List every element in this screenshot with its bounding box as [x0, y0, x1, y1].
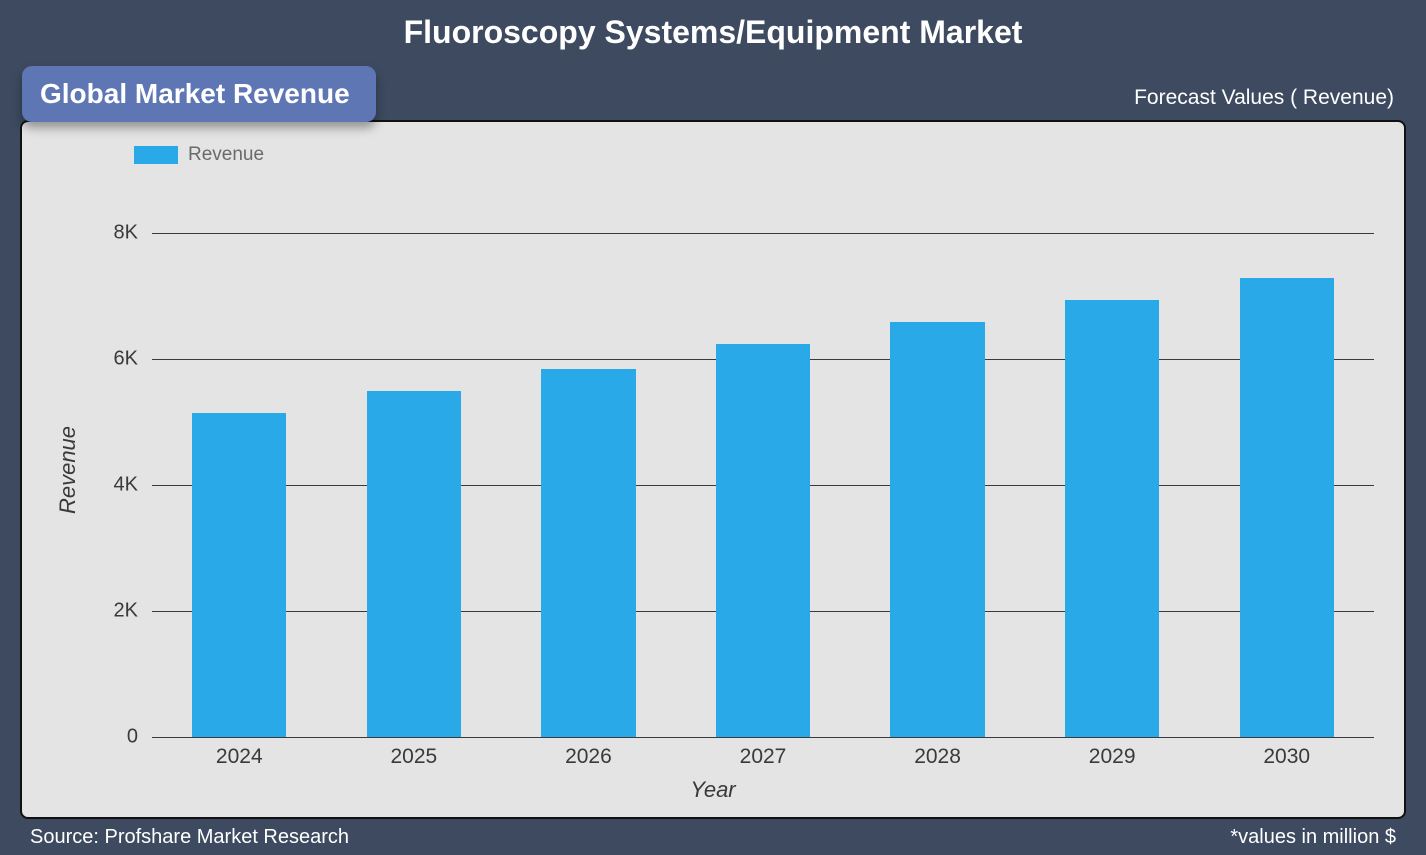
gridline	[152, 737, 1374, 738]
x-tick-label: 2026	[565, 745, 612, 769]
footer-source: Source: Profshare Market Research	[30, 826, 349, 849]
x-tick-label: 2027	[740, 745, 787, 769]
chart-bar	[541, 369, 635, 737]
chart-plot-area: 02K4K6K8K2024202520262027202820292030	[152, 202, 1374, 737]
y-tick-label: 4K	[114, 474, 138, 497]
x-tick-label: 2025	[390, 745, 437, 769]
chart-frame: Revenue Revenue 02K4K6K8K202420252026202…	[20, 120, 1406, 819]
chart-legend: Revenue	[134, 144, 264, 166]
chart-bar	[1240, 278, 1334, 737]
chart-bar	[192, 413, 286, 737]
legend-swatch-icon	[134, 146, 178, 164]
y-axis-title: Revenue	[55, 425, 81, 513]
subtitle-badge: Global Market Revenue	[22, 66, 376, 122]
footer-note: *values in million $	[1230, 826, 1396, 849]
x-tick-label: 2028	[914, 745, 961, 769]
y-tick-label: 0	[127, 726, 138, 749]
x-tick-label: 2024	[216, 745, 263, 769]
x-axis-title: Year	[690, 777, 735, 803]
chart-bar	[367, 391, 461, 737]
chart-bar	[1065, 300, 1159, 737]
page-title: Fluoroscopy Systems/Equipment Market	[0, 0, 1426, 61]
chart-bar	[716, 344, 810, 737]
gridline	[152, 233, 1374, 234]
y-tick-label: 8K	[114, 222, 138, 245]
x-tick-label: 2030	[1263, 745, 1310, 769]
x-tick-label: 2029	[1089, 745, 1136, 769]
page-root: Fluoroscopy Systems/Equipment Market Glo…	[0, 0, 1426, 855]
y-tick-label: 6K	[114, 348, 138, 371]
y-tick-label: 2K	[114, 600, 138, 623]
legend-label: Revenue	[188, 144, 264, 166]
forecast-label: Forecast Values ( Revenue)	[1134, 86, 1394, 110]
chart-bar	[890, 322, 984, 737]
footer: Source: Profshare Market Research *value…	[30, 826, 1396, 849]
